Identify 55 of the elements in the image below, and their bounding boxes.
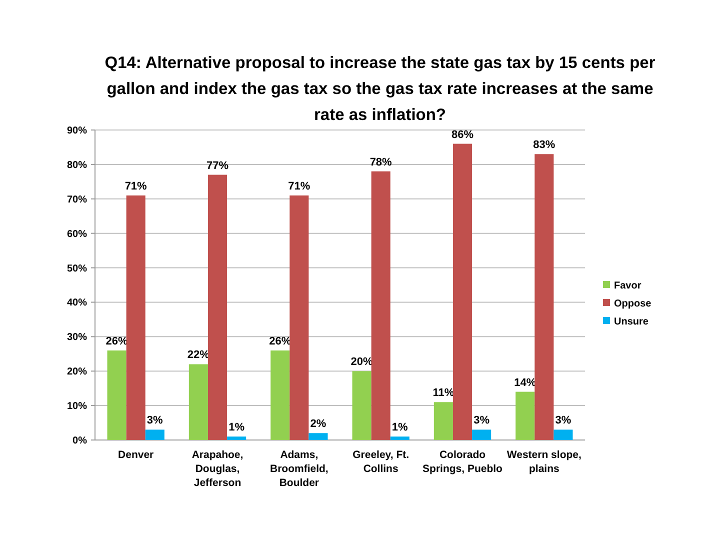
bar: [371, 171, 390, 440]
bar: [516, 392, 535, 440]
x-tick-label: Adams, Broomfield, Boulder: [270, 449, 328, 489]
legend-label: Oppose: [614, 298, 652, 310]
bar: [188, 364, 208, 440]
y-tick-label: 10%: [66, 401, 88, 412]
y-tick-label: 0%: [72, 436, 88, 446]
bar: [126, 195, 146, 440]
y-tick-label: 40%: [66, 298, 88, 309]
bar: [352, 371, 372, 440]
y-tick-label: 80%: [66, 160, 88, 171]
bar: [227, 436, 246, 440]
chart-title: Q14: Alternative proposal to increase the state gas tax by 15 cents per gallon and index the gas tax so the gas tax rate increases at the same rate as inflation?: [104, 54, 656, 124]
data-label: 2%: [310, 418, 326, 430]
data-label: 3%: [146, 414, 164, 427]
data-label: 78%: [370, 156, 392, 168]
y-tick-label: 60%: [66, 228, 88, 240]
bar: [308, 433, 328, 440]
bar: [554, 430, 573, 440]
bar: [472, 430, 492, 440]
bar: [452, 144, 472, 440]
data-label: 71%: [288, 180, 310, 192]
bar: [390, 436, 410, 440]
data-label: 14%: [514, 376, 536, 389]
data-label: 11%: [432, 387, 454, 400]
bar: [434, 402, 453, 440]
data-label: 83%: [533, 139, 556, 152]
y-tick-label: 20%: [66, 366, 88, 378]
x-tick-label: Western slope, plains: [506, 449, 582, 475]
y-tick-label: 70%: [66, 194, 88, 206]
data-label: 20%: [350, 356, 373, 368]
legend-label: Unsure: [614, 316, 649, 328]
x-tick-label: Arapahoe, Douglas, Jefferson: [192, 449, 244, 489]
legend-label: Favor: [614, 280, 642, 292]
bar: [208, 174, 228, 440]
y-tick-label: 50%: [66, 263, 88, 274]
data-label: 77%: [206, 160, 229, 172]
bar: [290, 195, 309, 440]
x-tick-label: Denver: [118, 449, 154, 461]
y-tick-label: 90%: [66, 126, 88, 136]
data-label: 3%: [555, 414, 572, 427]
y-tick-label: 30%: [66, 332, 88, 344]
data-label: 3%: [474, 414, 490, 427]
bar: [107, 350, 126, 440]
bar: [270, 350, 290, 440]
bar: [145, 430, 164, 440]
bar: [534, 154, 554, 440]
data-label: 86%: [451, 128, 474, 141]
data-label: 26%: [106, 335, 128, 348]
x-tick-label: Greeley, Ft. Collins: [352, 449, 410, 475]
x-tick-label: Colorado Springs, Pueblo: [422, 449, 502, 475]
data-label: 1%: [228, 422, 245, 434]
data-label: 71%: [124, 180, 148, 192]
data-label: 26%: [269, 335, 292, 348]
data-label: 1%: [392, 422, 408, 434]
